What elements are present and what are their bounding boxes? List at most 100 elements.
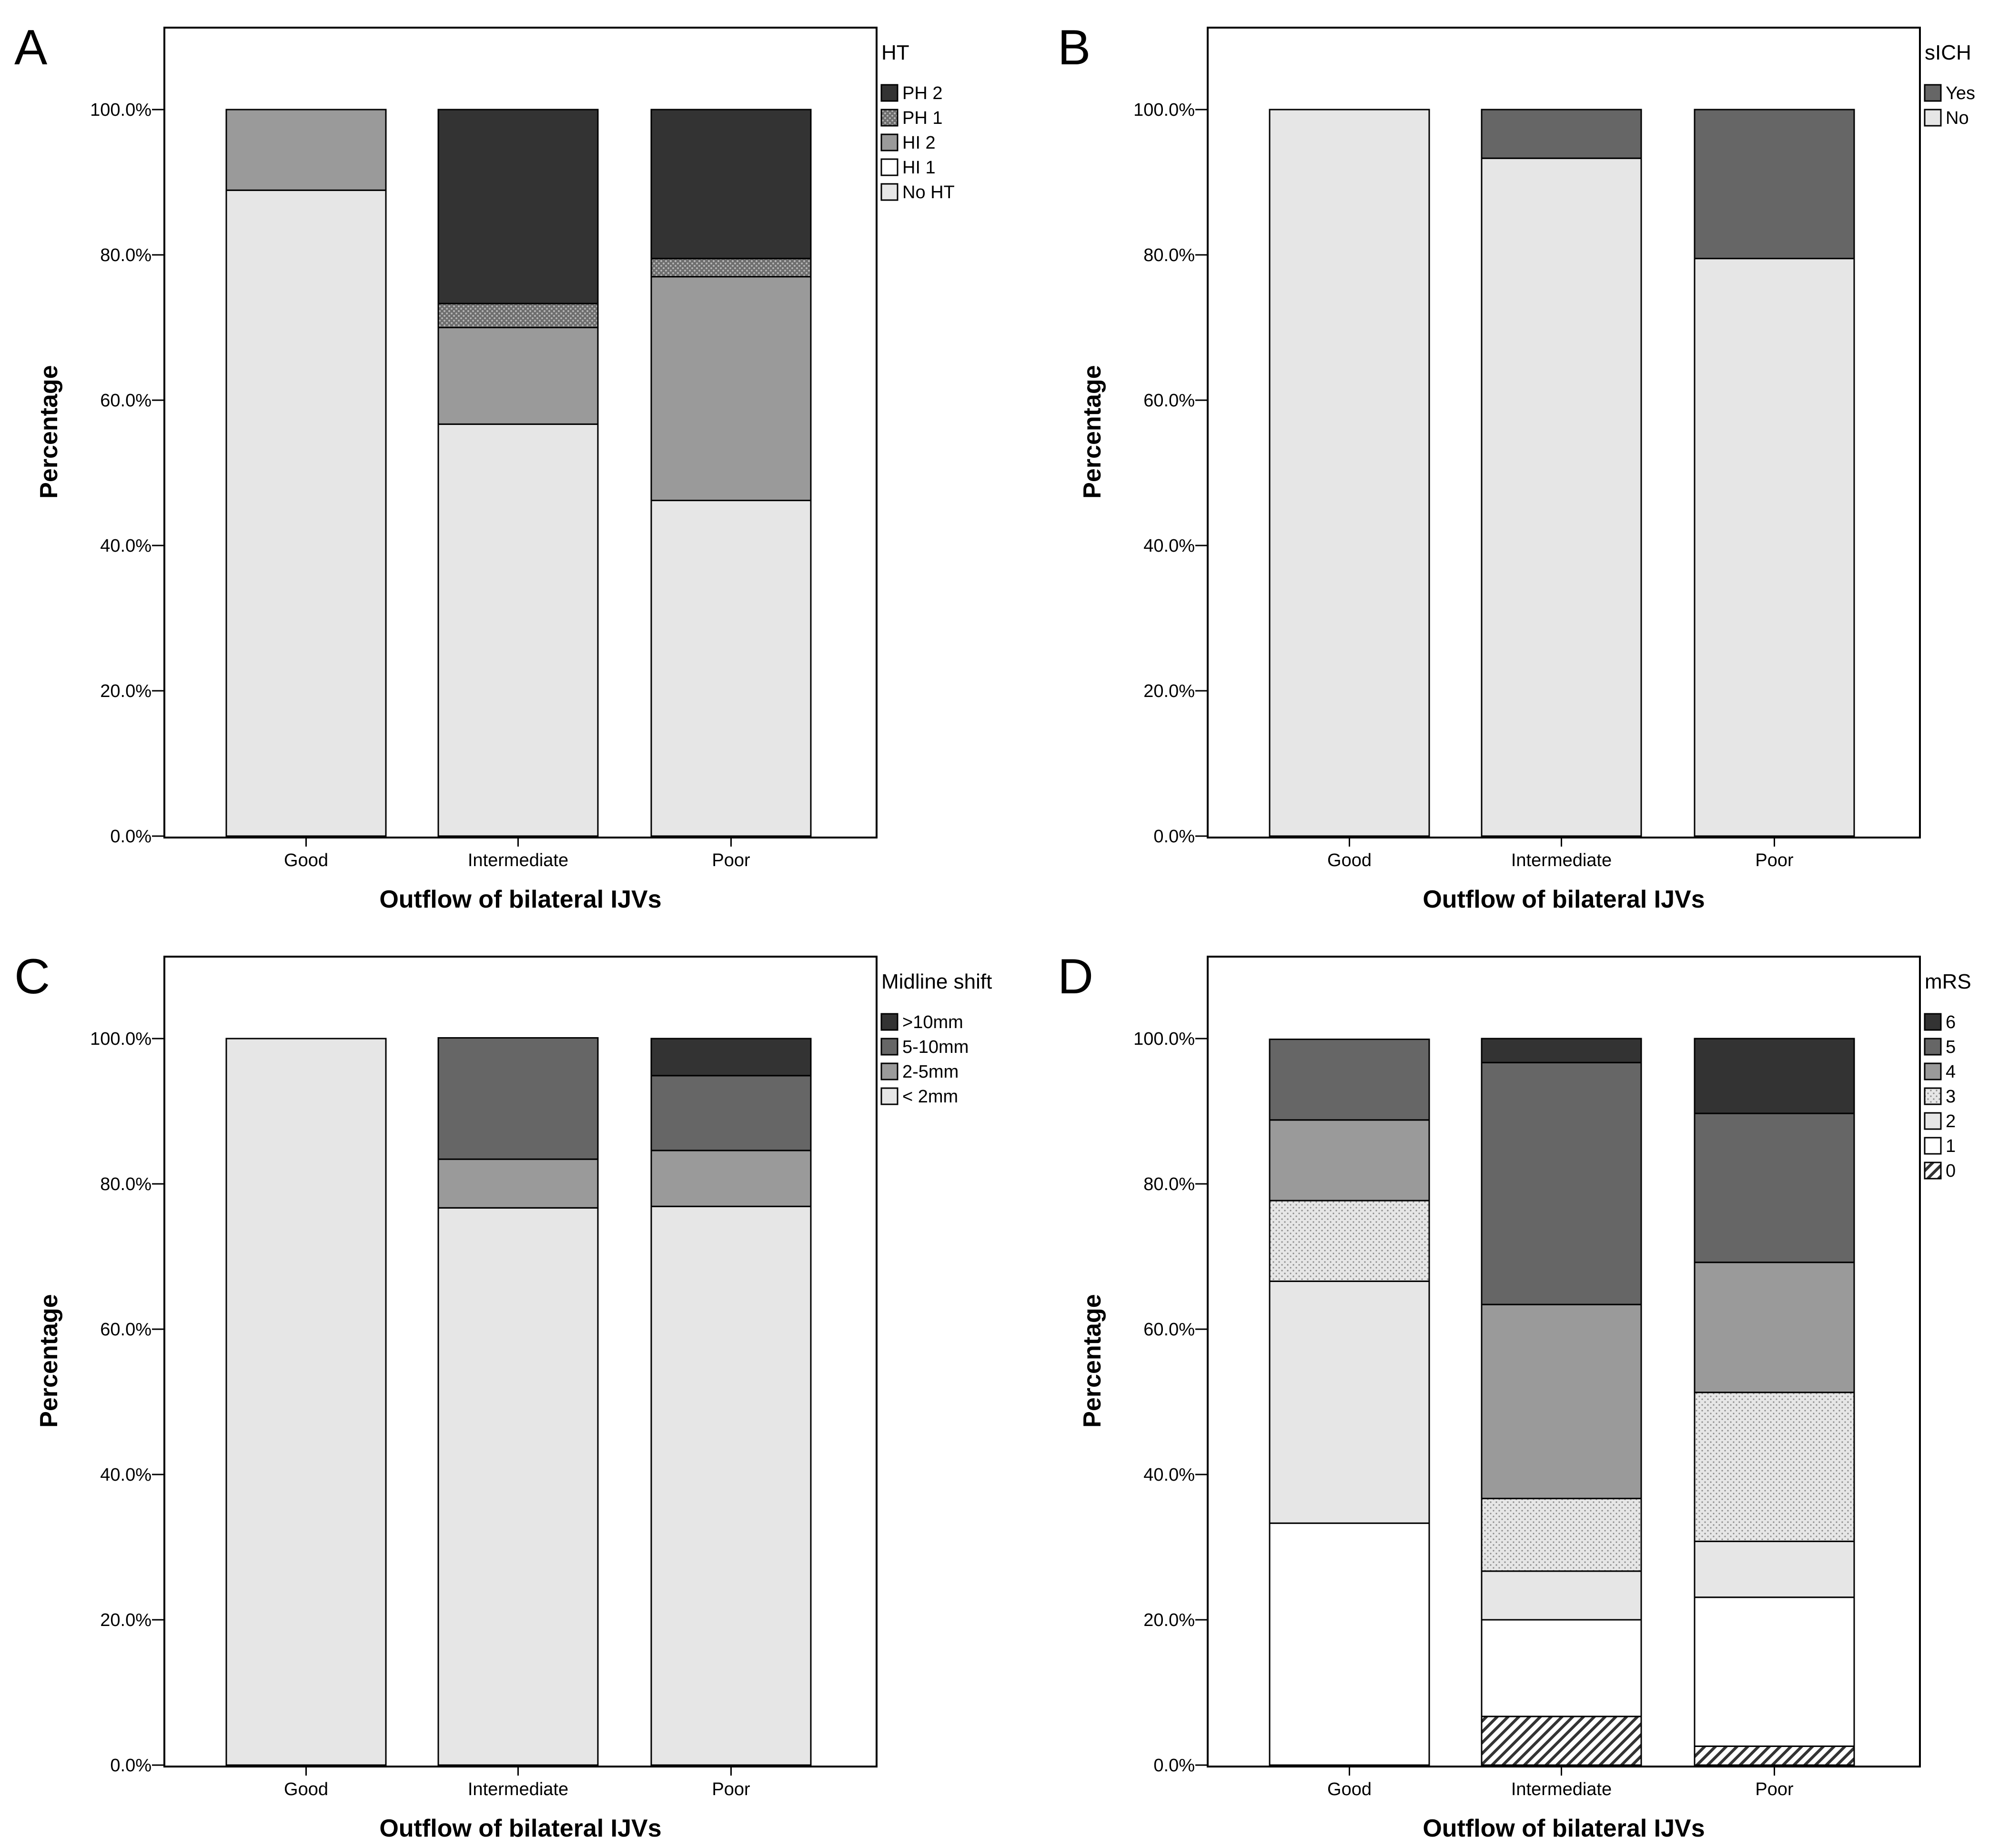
y-tick-label: 60.0% [1143, 391, 1195, 411]
x-tick-label: Poor [712, 1779, 750, 1799]
legend-swatch-no [1924, 109, 1942, 127]
bar-segment-poor-no-ht [650, 499, 812, 837]
legend-entry-4: 4 [1946, 1062, 1956, 1082]
bar-segment-poor-yes [1694, 109, 1855, 260]
panel-d: D 0.0% 20.0% 40.0% 60.0% 80.0% 100.0% Good Inter… [1058, 949, 1971, 1842]
x-tick-label: Good [1327, 1779, 1372, 1799]
x-axis-title: Outflow of bilateral IJVs [379, 886, 661, 913]
legend-swatch-10mm [880, 1013, 898, 1031]
legend-swatch-ph-1 [880, 109, 898, 127]
bar-segment-poor-2-5mm [650, 1150, 812, 1207]
legend-title: Midline shift [881, 970, 992, 993]
x-tick-label: Intermediate [1511, 850, 1612, 870]
x-tick-label: Intermediate [1511, 1779, 1612, 1799]
y-tick-label: 80.0% [100, 1174, 151, 1194]
legend-swatch-5 [1924, 1038, 1942, 1056]
plot-frame [163, 27, 878, 838]
bar-segment-good-1 [1269, 1522, 1430, 1766]
legend-swatch-no-ht [880, 183, 898, 201]
panel-b: B 0.0% 20.0% 40.0% 60.0% 80.0% 100.0% Good Inter… [1058, 20, 1975, 913]
legend-swatch-4 [1924, 1062, 1942, 1081]
bar-segment-intermediate-0 [1481, 1716, 1642, 1766]
panel-label: B [1058, 20, 1090, 75]
x-tick-label: Poor [1755, 850, 1794, 870]
bar-segment-intermediate-2 [1481, 1570, 1642, 1621]
panel-label: D [1058, 949, 1093, 1004]
legend-swatch-2-5mm [880, 1062, 898, 1081]
bar-segment-good-3 [1269, 1200, 1430, 1282]
legend-entry-2: 2 [1946, 1111, 1956, 1131]
bar-segment-poor-ph-1 [650, 258, 812, 278]
y-axis-title: Percentage [35, 1294, 63, 1427]
y-tick-label: 40.0% [100, 1465, 151, 1485]
legend-entry-yes: Yes [1946, 83, 1975, 103]
legend-entry-6: 6 [1946, 1012, 1956, 1032]
legend-entry-5: 5 [1946, 1037, 1956, 1057]
bar-segment-poor-10mm [650, 1038, 812, 1077]
x-tick-label: Poor [712, 850, 750, 870]
y-tick-label: 100.0% [90, 100, 151, 120]
bar-segment-intermediate-no [1481, 157, 1642, 837]
bar-segment-intermediate-3 [1481, 1497, 1642, 1572]
legend-entry-10mm: >10mm [902, 1012, 963, 1032]
y-tick-label: 80.0% [1143, 1174, 1195, 1194]
y-axis-title: Percentage [35, 365, 63, 498]
y-tick-label: 40.0% [100, 536, 151, 556]
bar-segment-good-no-ht [225, 189, 387, 837]
bar-segment-intermediate-2-5mm [437, 1158, 599, 1209]
legend-swatch-ph-2 [880, 84, 898, 102]
bar-segment-poor-3 [1694, 1392, 1855, 1542]
y-axis-title: Percentage [1079, 365, 1106, 498]
y-tick-label: 20.0% [1143, 681, 1195, 701]
bar-segment-poor-2 [1694, 1540, 1855, 1598]
bar-segment-poor-5 [1694, 1112, 1855, 1263]
y-tick-label: 60.0% [1143, 1320, 1195, 1340]
bar-segment-intermediate-no-ht [437, 423, 599, 837]
legend-entry-1: 1 [1946, 1136, 1956, 1156]
legend-title: HT [881, 41, 909, 64]
bar-segment-intermediate-2mm [437, 1207, 599, 1766]
legend-swatch-hi-2 [880, 133, 898, 151]
x-tick-label: Good [284, 850, 328, 870]
bar-segment-poor-4 [1694, 1262, 1855, 1394]
bar-segment-poor-ph-2 [650, 109, 812, 260]
bar-segment-poor-no [1694, 258, 1855, 837]
panel-a: A 0.0% 20.0% 40.0% 60.0% 80.0% 100.0% Good Inter… [14, 20, 955, 913]
y-tick-label: 40.0% [1143, 536, 1195, 556]
plot-frame [163, 956, 878, 1767]
bar-segment-poor-6 [1694, 1038, 1855, 1114]
bar-segment-intermediate-5-10mm [437, 1037, 599, 1160]
bar-segment-intermediate-hi-2 [437, 327, 599, 425]
bar-segment-intermediate-5 [1481, 1061, 1642, 1305]
y-tick-label: 0.0% [1153, 1756, 1195, 1776]
x-axis-title: Outflow of bilateral IJVs [1423, 886, 1705, 913]
x-axis-title: Outflow of bilateral IJVs [379, 1815, 661, 1842]
y-tick-label: 40.0% [1143, 1465, 1195, 1485]
legend-swatch-yes [1924, 84, 1942, 102]
legend-entry-hi-1: HI 1 [902, 158, 936, 178]
x-tick-label: Poor [1755, 1779, 1794, 1799]
panel-label: C [14, 949, 50, 1004]
legend-swatch-1 [1924, 1137, 1942, 1155]
y-tick-label: 20.0% [100, 681, 151, 701]
legend-entry-ph-2: PH 2 [902, 83, 942, 103]
y-tick-label: 80.0% [100, 245, 151, 265]
bar-segment-good-5 [1269, 1039, 1430, 1121]
legend-entry-5-10mm: 5-10mm [902, 1037, 969, 1057]
panel-c: C 0.0% 20.0% 40.0% 60.0% 80.0% 100.0% Good Inter… [14, 949, 992, 1842]
y-tick-label: 0.0% [1153, 827, 1195, 847]
x-tick-label: Good [284, 1779, 328, 1799]
legend-swatch-3 [1924, 1087, 1942, 1105]
bar-segment-good-4 [1269, 1119, 1430, 1202]
bar-segment-poor-0 [1694, 1745, 1855, 1766]
bar-segment-intermediate-6 [1481, 1038, 1642, 1063]
legend-swatch-5-10mm [880, 1038, 898, 1056]
y-axis-title: Percentage [1079, 1294, 1106, 1427]
bar-segment-good-hi-2 [225, 109, 387, 191]
y-tick-label: 0.0% [110, 1756, 151, 1776]
legend-entry-no-ht: No HT [902, 182, 955, 202]
legend-entry-no: No [1946, 108, 1969, 128]
legend-swatch-6 [1924, 1013, 1942, 1031]
bar-segment-intermediate-4 [1481, 1303, 1642, 1499]
y-tick-label: 20.0% [1143, 1610, 1195, 1630]
